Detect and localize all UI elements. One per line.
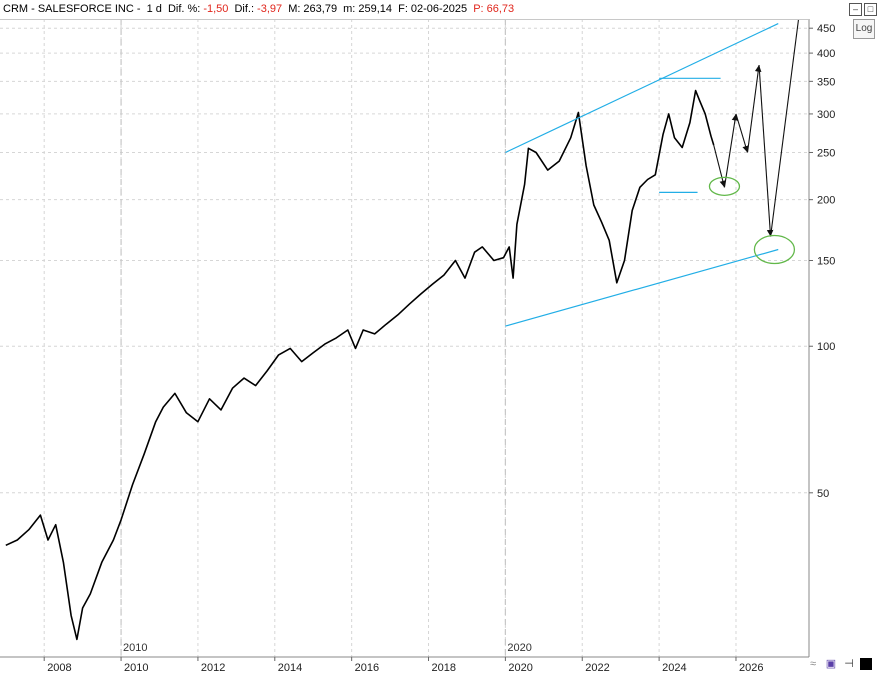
x-tick-label: 2022 xyxy=(585,662,609,674)
log-scale-button[interactable]: Log xyxy=(853,19,875,39)
channel-lines[interactable] xyxy=(505,23,779,327)
projection-segment xyxy=(713,144,727,188)
p-value: 66,73 xyxy=(486,3,515,15)
symbol-label: CRM - SALESFORCE INC - xyxy=(3,3,141,15)
x-tick-label: 2020 xyxy=(508,662,532,674)
maximize-icon[interactable]: □ xyxy=(864,3,877,16)
projection-path[interactable] xyxy=(713,0,804,237)
max-value: 263,79 xyxy=(303,3,338,15)
projection-segment xyxy=(746,64,762,153)
x-axis-ticks: 2008 2010 2012 2014 2016 2018 2020 2022 2024 2026 xyxy=(43,657,763,674)
target-circles[interactable] xyxy=(708,176,796,265)
y-tick-label: 300 xyxy=(817,109,835,121)
minimize-icon[interactable]: – xyxy=(849,3,862,16)
dif-pct-label: Dif. %: xyxy=(167,3,201,15)
x-tick-label: 2016 xyxy=(355,662,379,674)
x-tick-label: 2008 xyxy=(47,662,71,674)
min-value: 259,14 xyxy=(358,3,393,15)
y-tick-label: 400 xyxy=(817,48,835,60)
x-tick-label: 2010 xyxy=(124,662,148,674)
bottom-toolbar: ≈ ▣ ⊣ xyxy=(806,657,872,671)
y-axis-ticks: 450 400 350 300 250 200 150 100 50 xyxy=(809,23,835,500)
period-label: 1 d xyxy=(146,3,162,15)
chart-header: CRM - SALESFORCE INC - 1 d Dif. %: -1,50 … xyxy=(0,0,808,20)
grid-lines xyxy=(0,19,809,657)
target-circle xyxy=(708,176,741,197)
wave-icon[interactable]: ≈ xyxy=(809,658,817,670)
p-label: P: xyxy=(473,3,484,15)
y-tick-label: 250 xyxy=(817,147,835,159)
x-tick-label: 2018 xyxy=(432,662,456,674)
channel-line xyxy=(505,23,779,154)
price-line xyxy=(5,89,715,641)
x-tick-label: 2014 xyxy=(278,662,302,674)
pin-icon[interactable]: ⊣ xyxy=(844,658,854,670)
x-tick-label: 2012 xyxy=(201,662,225,674)
projection-segment xyxy=(723,113,739,188)
projection-segment xyxy=(735,113,749,153)
period-marker-label: 2010 xyxy=(123,642,147,654)
dif-label: Dif.: xyxy=(234,3,255,15)
color-swatch-icon[interactable] xyxy=(860,658,872,670)
x-tick-label: 2024 xyxy=(662,662,686,674)
projection-segment xyxy=(770,0,804,237)
y-tick-label: 100 xyxy=(817,341,835,353)
y-tick-label: 150 xyxy=(817,255,835,267)
date-value: 02-06-2025 xyxy=(410,3,468,15)
y-tick-label: 200 xyxy=(817,195,835,207)
projection-segment xyxy=(758,65,774,237)
x-tick-label: 2026 xyxy=(739,662,763,674)
y-tick-label: 450 xyxy=(817,23,835,35)
max-label: M: xyxy=(288,3,301,15)
date-label: F: xyxy=(398,3,408,15)
min-label: m: xyxy=(343,3,356,15)
y-tick-label: 50 xyxy=(817,488,829,500)
price-series xyxy=(5,89,715,641)
channel-line xyxy=(505,248,779,327)
dif-value: -3,97 xyxy=(257,3,283,15)
period-marker-label: 2020 xyxy=(507,642,531,654)
window-controls: – □ ✕ xyxy=(849,3,878,16)
period-markers: 2010 2020 xyxy=(120,19,532,657)
y-tick-label: 350 xyxy=(817,76,835,88)
dif-pct-value: -1,50 xyxy=(203,3,229,15)
target-circle xyxy=(753,234,796,265)
save-icon[interactable]: ▣ xyxy=(825,658,837,670)
